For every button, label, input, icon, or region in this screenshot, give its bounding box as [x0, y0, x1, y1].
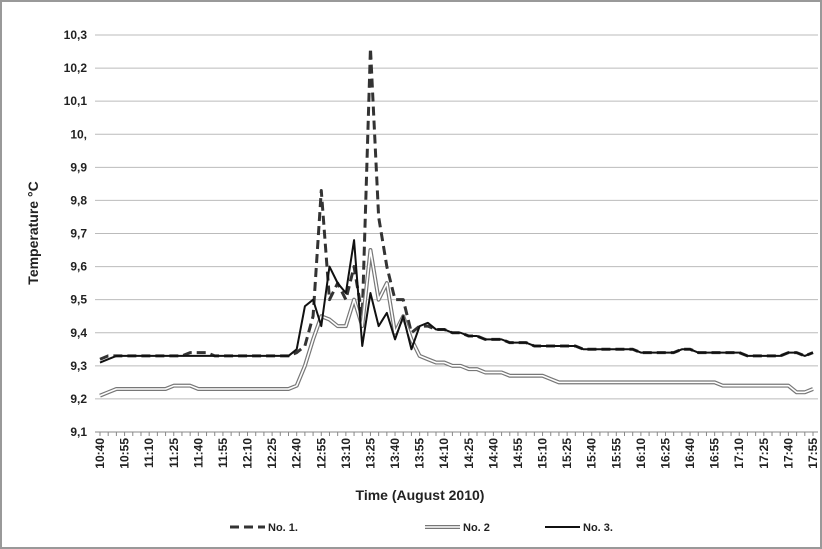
x-tick-label: 14:55 — [511, 438, 525, 469]
y-tick-label: 10,1 — [64, 94, 88, 108]
y-tick-label: 9,4 — [70, 326, 87, 340]
x-tick-label: 15:10 — [536, 438, 550, 469]
x-tick-label: 10:40 — [93, 438, 107, 469]
x-tick-label: 16:10 — [634, 438, 648, 469]
x-tick-label: 13:40 — [388, 438, 402, 469]
x-tick-label: 16:40 — [683, 438, 697, 469]
x-tick-label: 12:25 — [265, 438, 279, 469]
x-tick-label: 16:25 — [658, 438, 672, 469]
legend-label: No. 2 — [463, 522, 490, 534]
y-tick-label: 10,3 — [64, 28, 88, 42]
x-tick-label: 11:55 — [216, 438, 230, 468]
y-tick-label: 9,5 — [70, 293, 87, 307]
x-tick-label: 13:55 — [413, 438, 427, 469]
y-tick-label: 9,3 — [70, 359, 87, 373]
x-tick-label: 13:25 — [363, 438, 377, 469]
y-tick-label: 9,6 — [70, 260, 87, 274]
y-tick-label: 9,1 — [70, 425, 87, 439]
x-tick-label: 15:55 — [609, 438, 623, 469]
x-tick-label: 16:55 — [708, 438, 722, 469]
x-tick-label: 14:25 — [462, 438, 476, 469]
x-tick-label: 11:40 — [191, 438, 205, 468]
x-tick-label: 17:40 — [781, 438, 795, 469]
x-tick-label: 17:55 — [806, 438, 820, 469]
y-tick-label: 10, — [70, 127, 87, 141]
legend-label: No. 1. — [268, 522, 298, 534]
y-tick-label: 9,2 — [70, 392, 87, 406]
y-tick-label: 9,9 — [70, 160, 87, 174]
x-tick-label: 17:10 — [732, 438, 746, 469]
y-tick-label: 10,2 — [64, 61, 88, 75]
x-tick-label: 10:55 — [118, 438, 132, 469]
x-tick-label: 12:40 — [290, 438, 304, 469]
x-tick-label: 12:55 — [314, 438, 328, 469]
y-axis-title: Temperature °C — [25, 181, 41, 284]
x-tick-label: 11:25 — [167, 438, 181, 468]
x-tick-label: 17:25 — [757, 438, 771, 469]
y-tick-label: 9,8 — [70, 193, 87, 207]
x-tick-label: 14:10 — [437, 438, 451, 469]
series-line — [99, 249, 814, 397]
x-tick-label: 14:40 — [486, 438, 500, 469]
legend-label: No. 3. — [583, 522, 613, 534]
x-tick-label: 15:40 — [585, 438, 599, 469]
x-tick-label: 13:10 — [339, 438, 353, 469]
x-tick-label: 11:10 — [142, 438, 156, 468]
x-tick-label: 15:25 — [560, 438, 574, 469]
x-tick-label: 12:10 — [241, 438, 255, 469]
x-axis-title: Time (August 2010) — [356, 487, 485, 503]
y-tick-label: 9,7 — [70, 227, 87, 241]
series-line — [99, 239, 814, 364]
